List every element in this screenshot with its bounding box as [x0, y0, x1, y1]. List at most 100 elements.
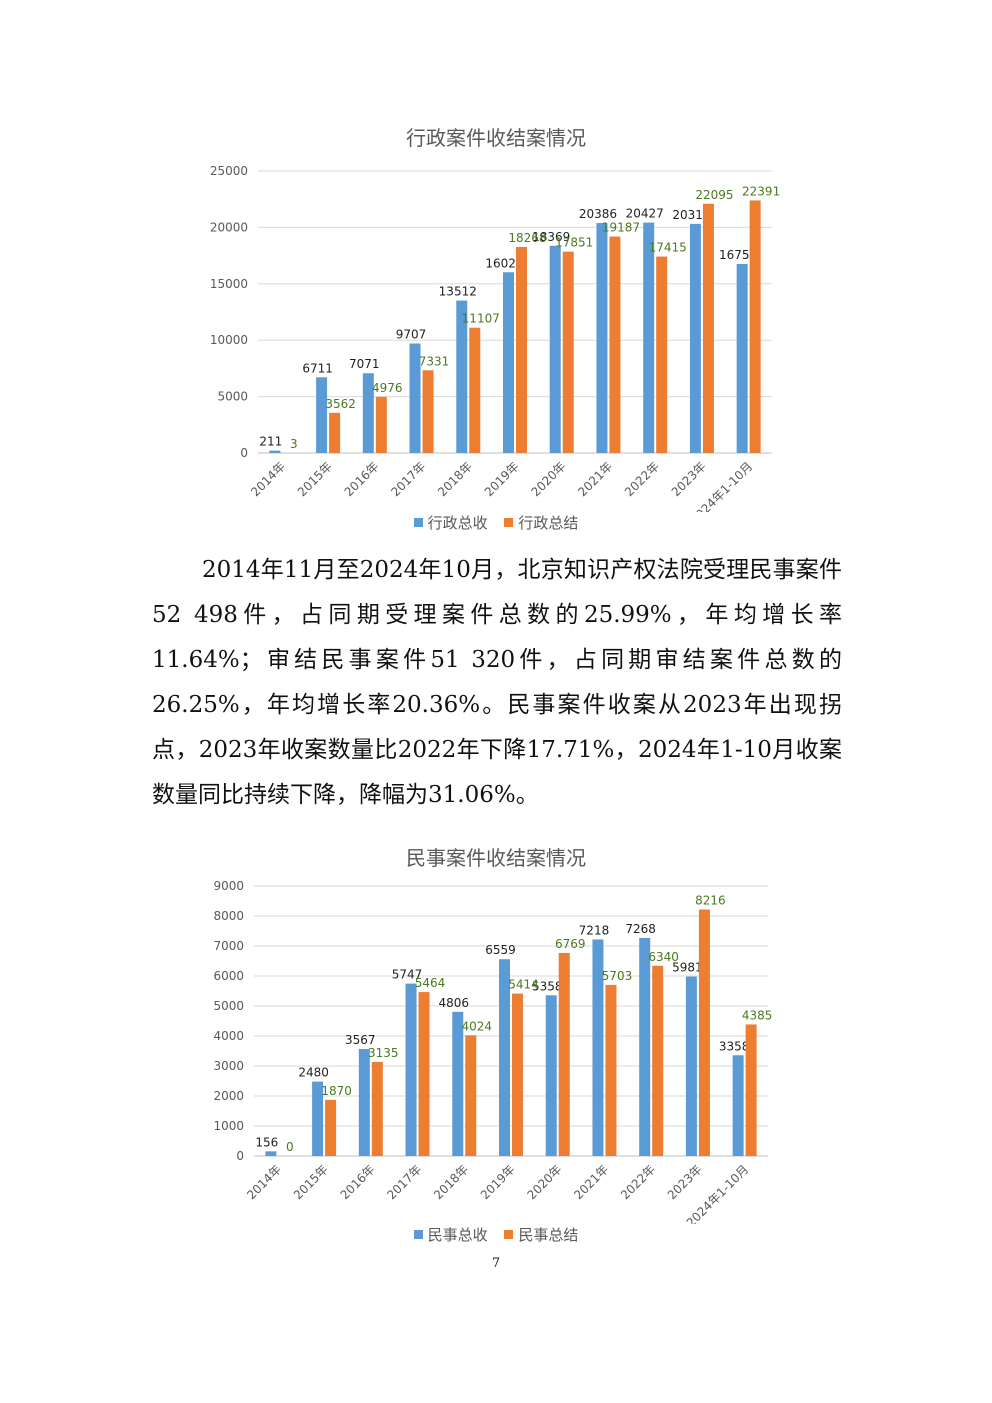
bar-received	[499, 959, 510, 1156]
data-label: 3	[290, 437, 298, 451]
x-tick-label: 2022年	[622, 459, 662, 499]
bar-closed	[745, 1024, 757, 1156]
x-tick-label: 2019年	[478, 1162, 518, 1202]
bar-closed	[465, 1035, 477, 1156]
data-label: 6769	[555, 937, 586, 951]
data-label: 17851	[555, 236, 593, 250]
bar-received	[592, 939, 604, 1156]
data-label: 16021	[485, 256, 523, 270]
chart-title: 民事案件收结案情况	[406, 846, 586, 870]
x-tick-label: 2015年	[291, 1162, 331, 1202]
bar-closed	[698, 909, 710, 1156]
bar-received	[732, 1055, 744, 1156]
data-label: 7071	[349, 357, 380, 371]
bar-received	[685, 976, 697, 1156]
data-label: 5464	[415, 976, 446, 990]
x-tick-label: 2020年	[529, 459, 569, 499]
y-tick-label: 0	[240, 446, 248, 460]
data-label: 7218	[579, 923, 610, 937]
y-tick-label: 3000	[213, 1059, 244, 1073]
legend-swatch	[413, 518, 423, 527]
x-tick-label: 2021年	[571, 1162, 611, 1202]
admin-chart-plot: 0 5000 10000 15000 20000 25000 211 6711 7071 9707…	[210, 164, 780, 512]
data-label: 3135	[368, 1046, 399, 1060]
x-tick-label: 2016年	[342, 459, 382, 499]
legend-swatch	[504, 518, 514, 527]
y-tick-label: 5000	[217, 390, 248, 404]
bar-closed	[422, 370, 434, 453]
bar-closed	[749, 200, 761, 453]
data-label: 7268	[625, 922, 656, 936]
chart-legend: 民事总收 民事总结	[0, 1224, 992, 1245]
data-label: 3562	[325, 397, 356, 411]
data-label: 11107	[462, 312, 500, 326]
legend-label: 行政总结	[518, 514, 579, 532]
data-label: 5358	[532, 979, 563, 993]
bar-closed	[558, 952, 570, 1156]
x-tick-label: 2014年	[248, 459, 288, 499]
data-label: 16758	[719, 248, 757, 262]
y-tick-label: 4000	[213, 1029, 244, 1043]
bar-received	[452, 1011, 464, 1156]
data-label: 1870	[321, 1084, 352, 1098]
bar-closed	[605, 984, 617, 1156]
x-tick-label: 2014年	[244, 1162, 284, 1202]
bar-received	[639, 937, 651, 1156]
bar-received	[405, 983, 417, 1156]
y-tick-label: 7000	[213, 939, 244, 953]
bar-closed	[562, 251, 574, 453]
data-label: 2480	[298, 1066, 329, 1080]
chart-legend: 行政总收 行政总结	[0, 512, 992, 533]
data-label: 22095	[695, 188, 733, 202]
data-label: 4976	[372, 381, 403, 395]
data-label: 20313	[672, 208, 710, 222]
y-tick-label: 25000	[210, 164, 248, 178]
bar-received	[549, 245, 561, 453]
bar-closed	[702, 203, 714, 453]
x-tick-label: 2022年	[618, 1162, 658, 1202]
data-label: 19187	[602, 221, 640, 235]
bar-received	[409, 343, 421, 453]
data-label: 20427	[626, 207, 664, 221]
data-label: 8216	[695, 894, 726, 908]
data-label: 3567	[345, 1033, 376, 1047]
data-label: 18369	[532, 230, 570, 244]
bar-received	[643, 222, 655, 453]
bar-closed	[652, 965, 664, 1156]
legend-item-civil-closed: 民事总结	[504, 1224, 578, 1245]
bar-received	[269, 450, 281, 453]
bar-closed	[375, 396, 387, 453]
legend-item-admin-closed: 行政总结	[504, 512, 578, 533]
legend-label: 民事总结	[518, 1226, 579, 1244]
y-tick-label: 15000	[210, 277, 248, 291]
legend-label: 行政总收	[427, 514, 488, 532]
y-tick-label: 20000	[210, 220, 248, 234]
data-label: 4024	[461, 1019, 492, 1033]
civil-cases-chart: 民事案件收结案情况 0 1000 2000 3000 4000 5000 6000 7000 8…	[0, 832, 992, 1252]
data-label: 0	[286, 1140, 294, 1154]
bar-received	[265, 1151, 277, 1156]
body-paragraph: 2014年11月至2024年10月，北京知识产权法院受理民事案件52 498件，…	[152, 557, 842, 808]
data-label: 9707	[396, 328, 427, 342]
data-label: 13512	[439, 285, 477, 299]
page-number: 7	[491, 1256, 501, 1271]
x-tick-label: 2023年	[669, 459, 709, 499]
y-tick-label: 0	[236, 1149, 244, 1163]
bar-closed	[329, 412, 341, 453]
x-tick-label: 2023年	[665, 1162, 705, 1202]
bar-received	[689, 223, 701, 453]
bar-received	[456, 300, 468, 453]
data-label: 5981	[672, 961, 703, 975]
x-tick-label: 2017年	[388, 459, 428, 499]
legend-swatch	[504, 1230, 514, 1239]
bar-received	[596, 223, 608, 453]
admin-cases-chart: 行政案件收结案情况 0 5000 10000 15000 20000 25000 211 67…	[0, 112, 992, 542]
legend-swatch	[413, 1230, 423, 1239]
y-tick-label: 6000	[213, 969, 244, 983]
data-label: 156	[255, 1135, 278, 1149]
data-label: 4385	[742, 1008, 773, 1022]
legend-item-civil-received: 民事总收	[413, 1224, 488, 1245]
data-label: 3358	[719, 1039, 750, 1053]
x-tick-label: 2018年	[435, 459, 475, 499]
x-tick-label: 2020年	[525, 1162, 565, 1202]
